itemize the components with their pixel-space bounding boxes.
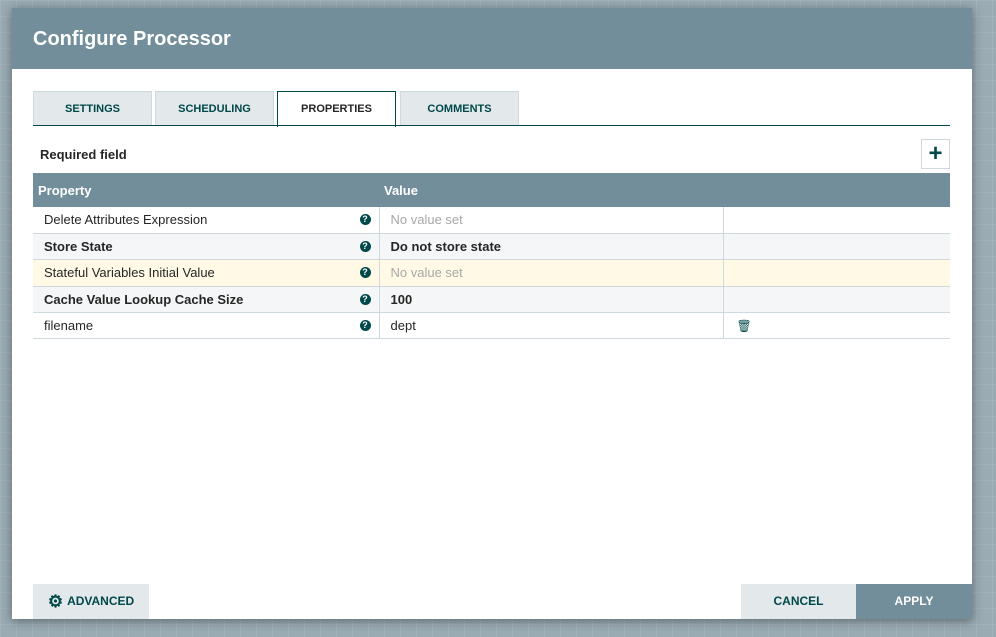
cancel-button[interactable]: CANCEL — [741, 584, 856, 619]
property-actions — [722, 286, 950, 314]
help-icon[interactable]: ? — [359, 267, 371, 279]
table-row[interactable]: filename? dept 🗑 — [33, 312, 950, 340]
help-icon[interactable]: ? — [359, 293, 371, 305]
table-header: Property Value — [33, 173, 950, 207]
property-value[interactable]: dept — [378, 312, 723, 340]
gear-icon: ⚙ — [47, 592, 64, 611]
property-column-header: Property — [33, 173, 379, 207]
property-name: Cache Value Lookup Cache Size? — [33, 286, 379, 314]
required-field-label: Required field — [40, 147, 127, 162]
help-icon[interactable]: ? — [359, 320, 371, 332]
property-value[interactable]: Do not store state — [378, 233, 723, 261]
tab-settings[interactable]: SETTINGS — [33, 91, 152, 126]
table-row[interactable]: Stateful Variables Initial Value? No val… — [33, 259, 950, 287]
tab-divider — [33, 125, 950, 126]
property-actions — [722, 233, 950, 261]
trash-icon[interactable]: 🗑 — [736, 319, 752, 334]
help-icon[interactable]: ? — [359, 241, 371, 253]
tab-properties[interactable]: PROPERTIES — [277, 91, 396, 127]
dialog-title: Configure Processor — [12, 8, 972, 69]
advanced-button[interactable]: ⚙ ADVANCED — [33, 584, 149, 619]
table-row[interactable]: Store State? Do not store state — [33, 233, 950, 261]
property-name: Delete Attributes Expression? — [33, 207, 379, 234]
tab-scheduling[interactable]: SCHEDULING — [155, 91, 274, 126]
value-column-header: Value — [379, 173, 723, 207]
property-actions — [722, 207, 950, 234]
property-actions — [722, 259, 950, 287]
help-icon[interactable]: ? — [359, 214, 371, 226]
table-row[interactable]: Cache Value Lookup Cache Size? 100 — [33, 286, 950, 314]
actions-column-header — [723, 173, 950, 207]
add-property-button[interactable]: + — [921, 139, 950, 169]
tab-comments[interactable]: COMMENTS — [400, 91, 519, 126]
property-value[interactable]: No value set — [378, 207, 723, 234]
property-name: Store State? — [33, 233, 379, 261]
apply-button[interactable]: APPLY — [856, 584, 972, 619]
plus-icon: + — [928, 140, 943, 167]
property-value[interactable]: No value set — [378, 259, 723, 287]
property-actions: 🗑 — [722, 312, 950, 340]
property-name: filename? — [33, 312, 379, 340]
table-row[interactable]: Delete Attributes Expression? No value s… — [33, 207, 950, 234]
configure-processor-dialog: Configure Processor SETTINGS SCHEDULING … — [12, 8, 972, 619]
property-value[interactable]: 100 — [378, 286, 723, 314]
property-name: Stateful Variables Initial Value? — [33, 259, 379, 287]
properties-table: Property Value Delete Attributes Express… — [33, 173, 950, 340]
